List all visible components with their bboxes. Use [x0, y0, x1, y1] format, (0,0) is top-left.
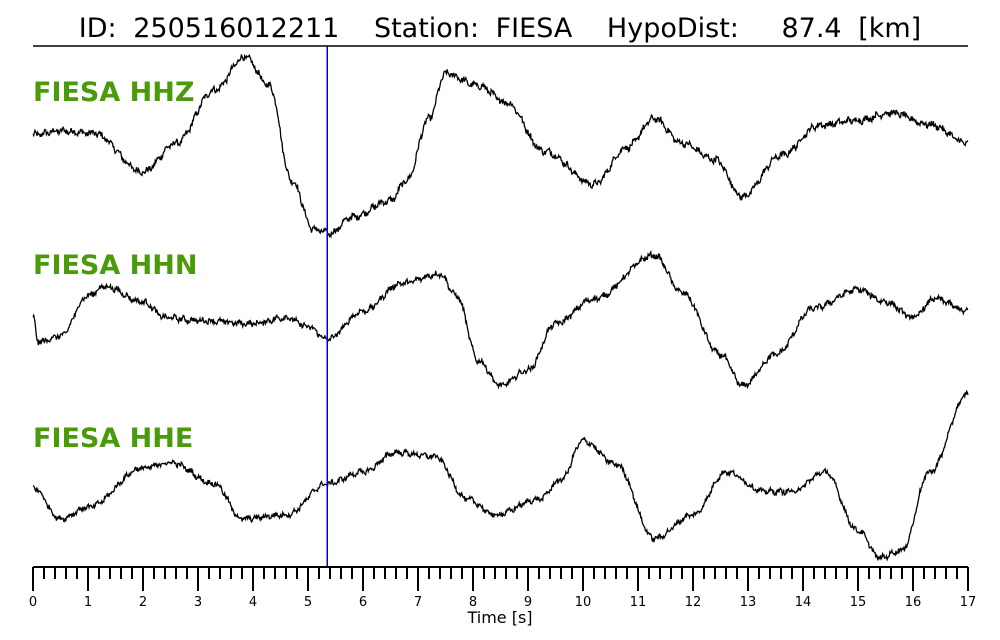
- x-tick-label: 9: [524, 595, 532, 610]
- x-tick-label: 11: [630, 595, 647, 610]
- trace-label-hhz: FIESA HHZ: [33, 77, 194, 108]
- x-tick-label: 1: [84, 595, 92, 610]
- x-tick-label: 8: [469, 595, 477, 610]
- title-id-value: 250516012211: [133, 13, 339, 44]
- x-tick-label: 2: [139, 595, 147, 610]
- x-tick-label: 15: [850, 595, 867, 610]
- title-station-value: FIESA: [496, 13, 573, 44]
- x-tick-label: 7: [414, 595, 422, 610]
- title-station-label: Station:: [374, 13, 479, 44]
- x-tick-label: 0: [29, 595, 37, 610]
- trace-hhn-line: [32, 250, 969, 390]
- chart-title: ID: 250516012211 Station: FIESA HypoDist…: [79, 13, 921, 44]
- title-dist-value: 87.4: [781, 13, 841, 44]
- trace-label-hhn: FIESA HHN: [33, 250, 197, 281]
- x-tick-label: 5: [304, 595, 312, 610]
- x-tick-label: 10: [575, 595, 592, 610]
- x-tick-label: 4: [249, 595, 257, 610]
- title-id-label: ID:: [79, 13, 117, 44]
- title-dist-label: HypoDist:: [607, 13, 739, 44]
- title-dist-unit: [km]: [858, 13, 921, 44]
- x-axis-label: Time [s]: [466, 608, 532, 627]
- trace-hhe-line: [32, 389, 969, 562]
- trace-group-hhe: FIESA HHE: [32, 389, 969, 562]
- trace-group-hhz: FIESA HHZ: [32, 53, 969, 239]
- trace-label-hhe: FIESA HHE: [33, 423, 193, 454]
- x-tick-label: 6: [359, 595, 367, 610]
- x-tick-label: 3: [194, 595, 202, 610]
- x-tick-label: 14: [795, 595, 812, 610]
- x-axis: 0 1 2 3 4 5 6 7 8 9 10 11 12 13 14 15 16 17: [29, 566, 977, 610]
- x-tick-label: 17: [960, 595, 977, 610]
- trace-hhz-line: [32, 53, 969, 239]
- x-tick-label: 16: [905, 595, 922, 610]
- trace-group-hhn: FIESA HHN: [32, 250, 969, 390]
- x-tick-label: 12: [685, 595, 702, 610]
- x-tick-label: 13: [740, 595, 757, 610]
